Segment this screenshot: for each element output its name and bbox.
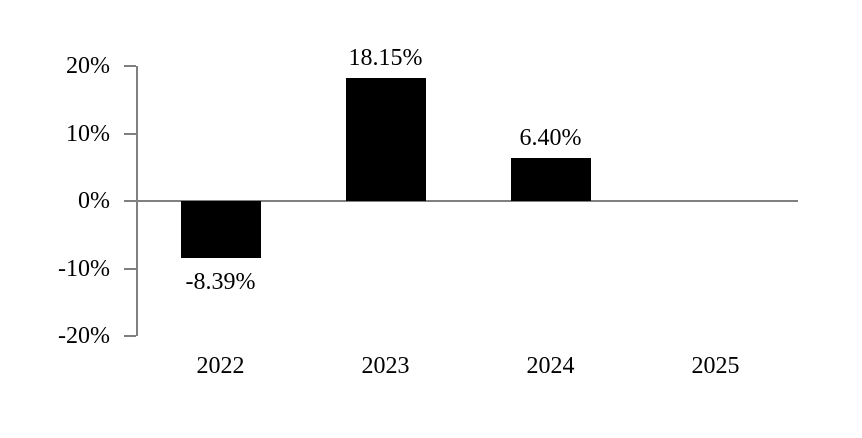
x-axis-label-2022: 2022 bbox=[196, 353, 245, 379]
bar-value-label-2023: 18.15% bbox=[348, 45, 423, 72]
y-tick-label: -20% bbox=[58, 323, 110, 349]
bar-2022 bbox=[180, 201, 261, 258]
y-tick-label: 0% bbox=[78, 188, 110, 214]
bar-value-label-2022: -8.39% bbox=[185, 268, 256, 295]
y-tick-label: 10% bbox=[66, 120, 110, 147]
y-tick bbox=[124, 267, 136, 270]
y-tick bbox=[124, 335, 136, 337]
y-axis-line bbox=[136, 66, 138, 336]
bar-value-label-2024: 6.40% bbox=[519, 124, 582, 151]
bar-2024 bbox=[510, 157, 591, 201]
y-tick bbox=[124, 65, 136, 67]
zero-axis-line bbox=[138, 200, 798, 202]
x-axis-label-2024: 2024 bbox=[526, 353, 575, 379]
y-tick bbox=[124, 200, 136, 202]
bar-2023 bbox=[345, 78, 426, 201]
y-tick-label: 20% bbox=[66, 53, 110, 79]
x-axis-label-2023: 2023 bbox=[361, 353, 410, 379]
y-tick-label: -10% bbox=[58, 255, 110, 282]
y-tick bbox=[124, 132, 136, 135]
x-axis-label-2025: 2025 bbox=[691, 353, 740, 379]
